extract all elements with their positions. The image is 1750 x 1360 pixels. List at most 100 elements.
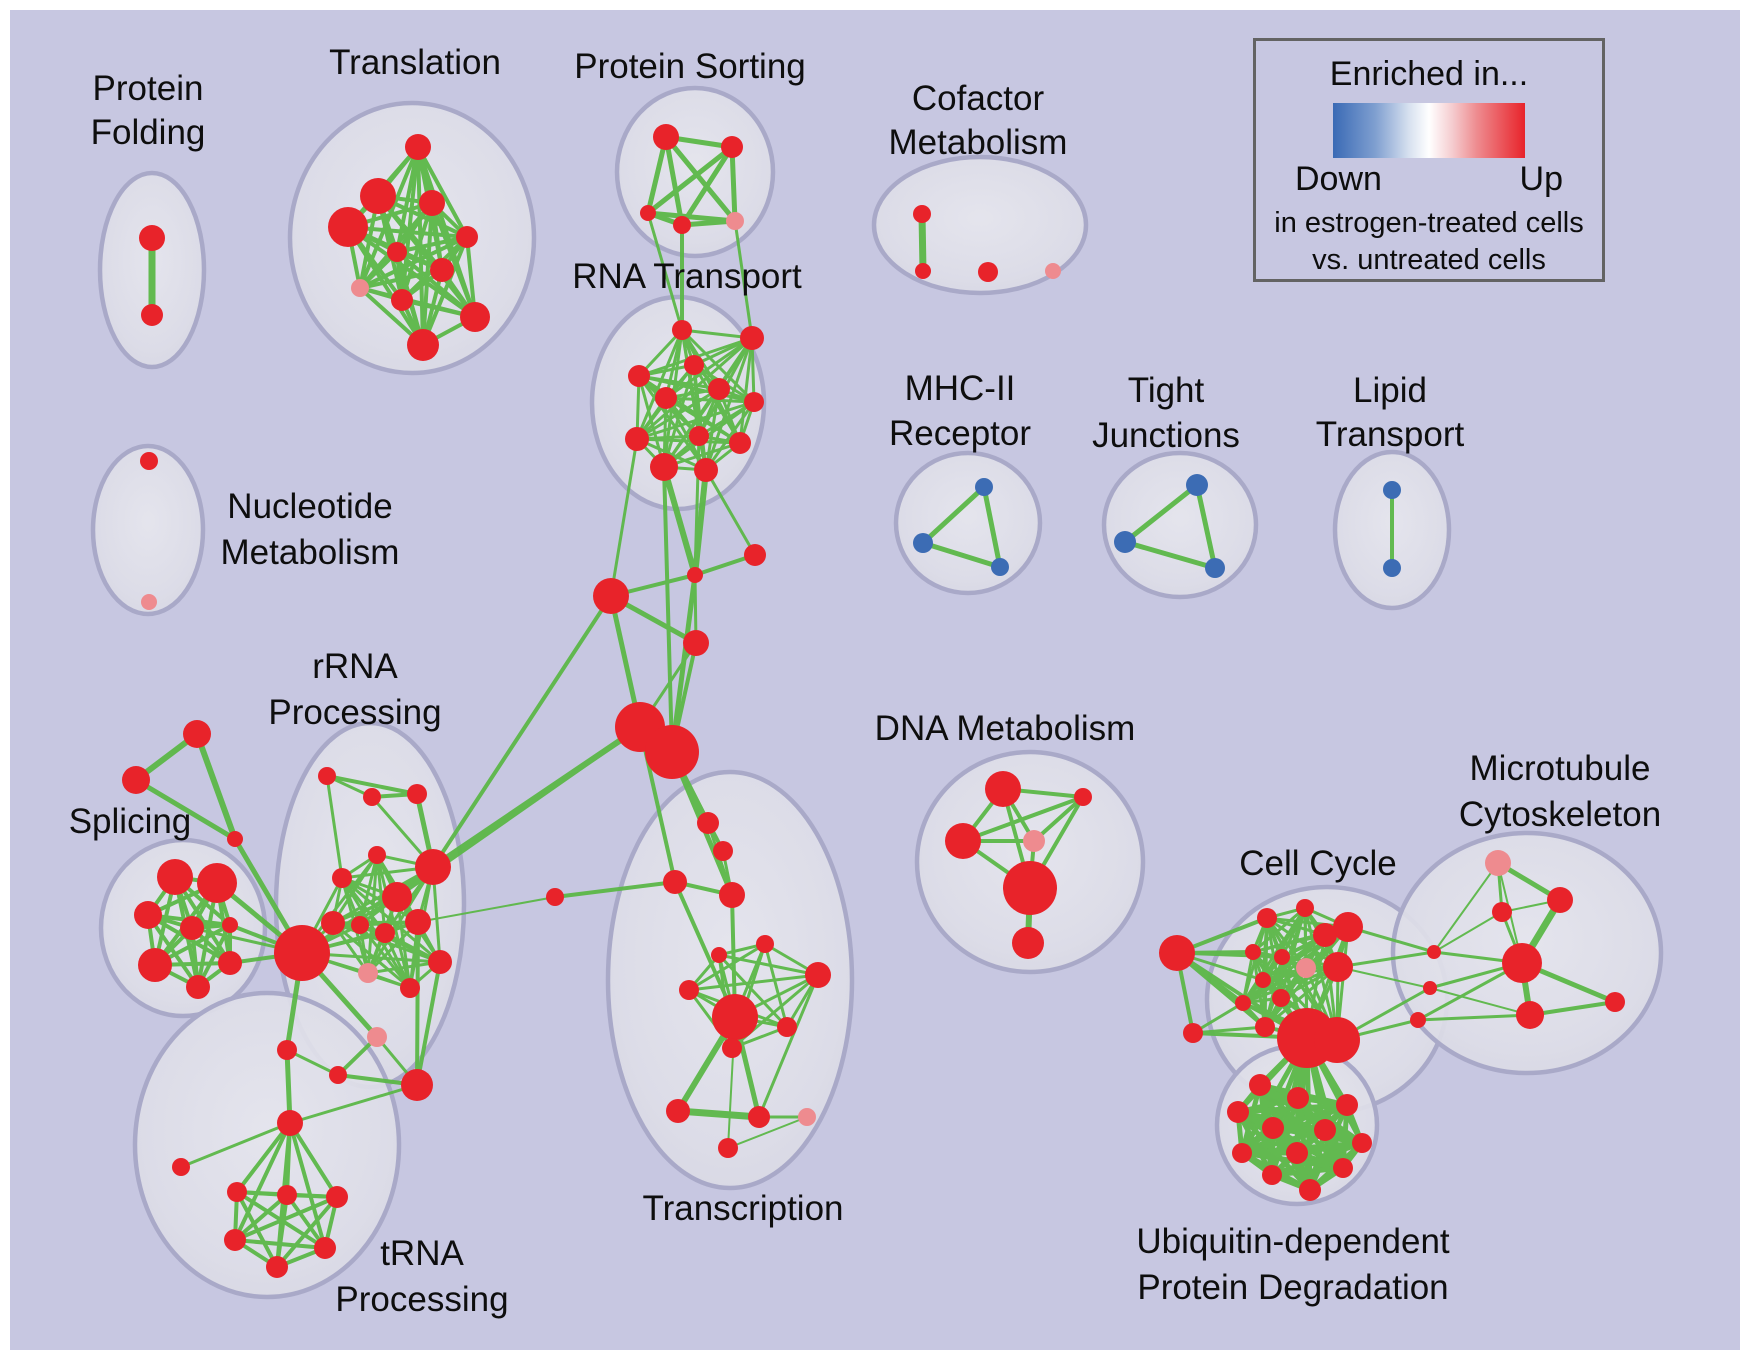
edge: [1241, 950, 1255, 1005]
edge: [346, 225, 425, 347]
edge: [920, 484, 987, 546]
cluster-label-lipid-transport-line2: Transport: [1316, 415, 1465, 454]
node-tj3: [1205, 558, 1225, 578]
edge: [194, 731, 238, 842]
node-ub11: [1333, 1158, 1353, 1178]
cluster-labels: Protein Folding Translation Protein Sorting…: [69, 43, 1661, 1319]
edge: [431, 594, 613, 869]
node-spt1: [183, 720, 211, 748]
node-mtp: [1485, 850, 1511, 876]
node-cc4: [1313, 923, 1337, 947]
cluster-label-trna-processing-line2: Processing: [335, 1280, 508, 1319]
edge: [233, 1193, 289, 1242]
node-mt1: [1547, 887, 1573, 913]
cluster-label-rrna-processing-line2: Processing: [268, 693, 441, 732]
legend-gradient-bar: [1333, 103, 1525, 158]
edge: [179, 1121, 292, 1169]
edge: [288, 1121, 339, 1199]
node-tc13: [798, 1108, 816, 1126]
edge: [288, 1121, 327, 1250]
node-mh2: [913, 533, 933, 553]
node-mt3: [1516, 1001, 1544, 1029]
node-cn2: [744, 544, 766, 566]
node-sl1: [157, 859, 193, 895]
node-cf3: [978, 262, 998, 282]
node-hub3: [274, 925, 330, 981]
node-rr17: [329, 1066, 347, 1084]
edge: [704, 400, 756, 472]
edge: [325, 774, 344, 880]
node-rr5: [415, 849, 451, 885]
edge: [693, 434, 701, 577]
edge: [1337, 966, 1431, 989]
node-cc1: [1257, 908, 1277, 928]
edge: [275, 1193, 289, 1269]
edge: [1269, 1165, 1346, 1178]
cluster-label-microtubule-cytoskeleton-line1: Microtubule: [1470, 749, 1651, 788]
node-dm3: [945, 823, 981, 859]
cluster-label-tight-junctions-line2: Junctions: [1092, 416, 1240, 455]
cluster-ellipse-mhc-ii-receptor: [893, 450, 1043, 596]
node-ub7: [1352, 1133, 1372, 1153]
edge: [729, 144, 738, 224]
node-rr14: [400, 978, 420, 998]
node-tj1: [1186, 474, 1208, 496]
node-pf1: [139, 225, 165, 251]
edge: [395, 250, 477, 319]
cluster-label-tight-junctions-line1: Tight: [1128, 371, 1205, 410]
node-tc10: [722, 1038, 742, 1058]
edge: [1528, 1000, 1617, 1017]
edge: [961, 795, 1085, 843]
node-rt9: [689, 426, 709, 446]
cluster-label-ubiquitin-degradation-line1: Ubiquitin-dependent: [1136, 1222, 1450, 1261]
edge: [717, 953, 789, 1029]
node-rr4: [368, 846, 386, 864]
edge: [662, 465, 674, 754]
node-pf2: [141, 304, 163, 326]
edge: [981, 484, 1003, 570]
edge: [1175, 951, 1267, 1029]
node-tn4: [224, 1229, 246, 1251]
edge: [635, 328, 684, 441]
node-rr7: [382, 882, 412, 912]
node-ub1: [1249, 1074, 1271, 1096]
legend-subtitle-line1: in estrogen-treated cells: [1274, 207, 1584, 239]
edge: [637, 374, 666, 469]
edge: [727, 1116, 808, 1149]
node-tc2: [713, 841, 733, 861]
node-sl3: [134, 901, 162, 929]
edge: [233, 1238, 327, 1250]
node-ub6: [1314, 1119, 1336, 1141]
legend-title: Enriched in...: [1329, 55, 1529, 93]
edge: [358, 235, 469, 290]
node-rt2: [740, 326, 764, 350]
cluster-label-rna-transport-line1: RNA Transport: [572, 257, 802, 296]
node-cc10: [1272, 989, 1290, 1007]
node-cf2: [915, 263, 931, 279]
node-hub2: [645, 725, 699, 779]
node-rt10: [729, 432, 751, 454]
cluster-ellipse-cofactor-metabolism: [871, 154, 1089, 296]
node-ccs1: [1159, 935, 1195, 971]
node-dm1: [985, 771, 1021, 807]
edge: [918, 210, 927, 275]
node-rt4: [628, 365, 650, 387]
node-tc6: [711, 947, 727, 963]
node-ps4: [673, 216, 691, 234]
node-lt2: [1383, 559, 1401, 577]
node-ub12: [1299, 1179, 1321, 1201]
edge: [1251, 933, 1327, 954]
edge: [757, 973, 820, 1119]
node-tn2: [277, 1185, 297, 1205]
node-ps2: [721, 136, 743, 158]
edge: [674, 1107, 763, 1121]
cluster-label-protein-sorting-line1: Protein Sorting: [574, 47, 806, 86]
node-ps5: [726, 212, 744, 230]
edge: [233, 1195, 339, 1242]
node-sl4: [180, 916, 204, 940]
edge: [375, 853, 387, 935]
edge: [687, 942, 767, 992]
node-cchub2: [1314, 1017, 1360, 1063]
node-rr16: [277, 1040, 297, 1060]
